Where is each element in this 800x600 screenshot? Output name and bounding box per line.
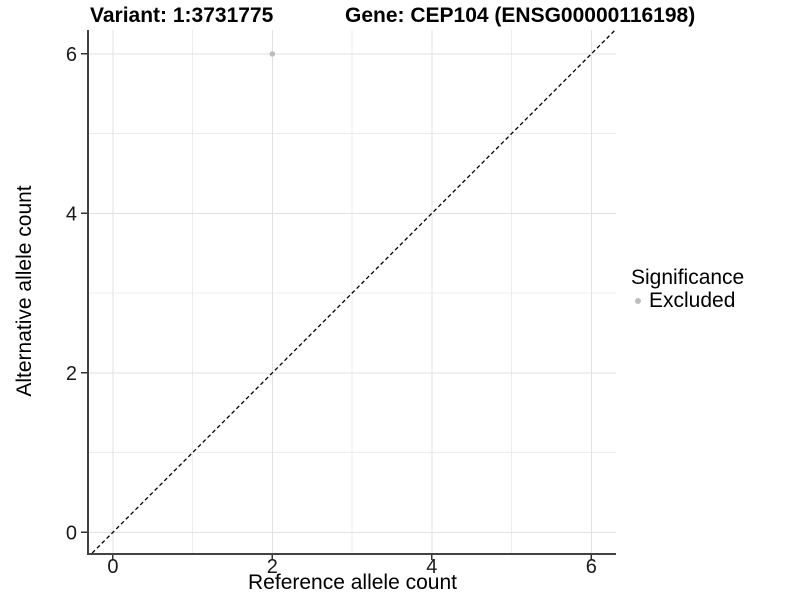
legend-point-icon xyxy=(635,297,641,304)
plot-title-gene: Gene: CEP104 (ENSG00000116198) xyxy=(345,4,696,27)
x-tick-label: 0 xyxy=(107,556,118,578)
x-tick-label: 4 xyxy=(426,556,437,578)
y-tick-label: 6 xyxy=(66,44,77,66)
y-tick-label: 0 xyxy=(66,522,77,544)
y-tick-label: 4 xyxy=(66,203,77,225)
legend-title: Significance xyxy=(631,266,745,289)
legend-item-label: Excluded xyxy=(649,288,736,312)
y-axis-title: Alternative allele count xyxy=(13,185,36,397)
data-point-excluded xyxy=(269,51,276,57)
plot-title-variant: Variant: 1:3731775 xyxy=(90,4,274,27)
legend-item-excluded: Excluded xyxy=(631,289,744,312)
y-tick-label: 2 xyxy=(66,363,77,385)
x-tick-label: 2 xyxy=(267,556,278,578)
x-tick-label: 6 xyxy=(586,556,597,578)
legend: Significance Excluded xyxy=(631,266,744,312)
identity-line xyxy=(91,29,616,554)
x-axis-title: Reference allele count xyxy=(248,571,457,594)
